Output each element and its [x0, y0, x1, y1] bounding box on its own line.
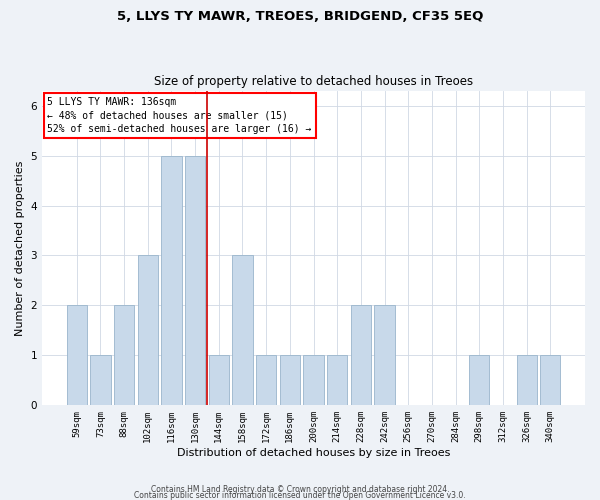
Bar: [540, 355, 560, 405]
Bar: [374, 305, 395, 405]
Text: 5 LLYS TY MAWR: 136sqm
← 48% of detached houses are smaller (15)
52% of semi-det: 5 LLYS TY MAWR: 136sqm ← 48% of detached…: [47, 98, 312, 134]
Bar: [232, 256, 253, 405]
Bar: [91, 355, 110, 405]
Text: 5, LLYS TY MAWR, TREOES, BRIDGEND, CF35 5EQ: 5, LLYS TY MAWR, TREOES, BRIDGEND, CF35 …: [117, 10, 483, 23]
Bar: [304, 355, 323, 405]
Bar: [161, 156, 182, 405]
Bar: [351, 305, 371, 405]
Bar: [185, 156, 205, 405]
Bar: [256, 355, 276, 405]
Bar: [469, 355, 489, 405]
Text: Contains HM Land Registry data © Crown copyright and database right 2024.: Contains HM Land Registry data © Crown c…: [151, 484, 449, 494]
Y-axis label: Number of detached properties: Number of detached properties: [15, 160, 25, 336]
X-axis label: Distribution of detached houses by size in Treoes: Distribution of detached houses by size …: [177, 448, 450, 458]
Bar: [327, 355, 347, 405]
Bar: [280, 355, 300, 405]
Bar: [114, 305, 134, 405]
Text: Contains public sector information licensed under the Open Government Licence v3: Contains public sector information licen…: [134, 490, 466, 500]
Title: Size of property relative to detached houses in Treoes: Size of property relative to detached ho…: [154, 76, 473, 88]
Bar: [517, 355, 536, 405]
Bar: [209, 355, 229, 405]
Bar: [67, 305, 87, 405]
Bar: [138, 256, 158, 405]
